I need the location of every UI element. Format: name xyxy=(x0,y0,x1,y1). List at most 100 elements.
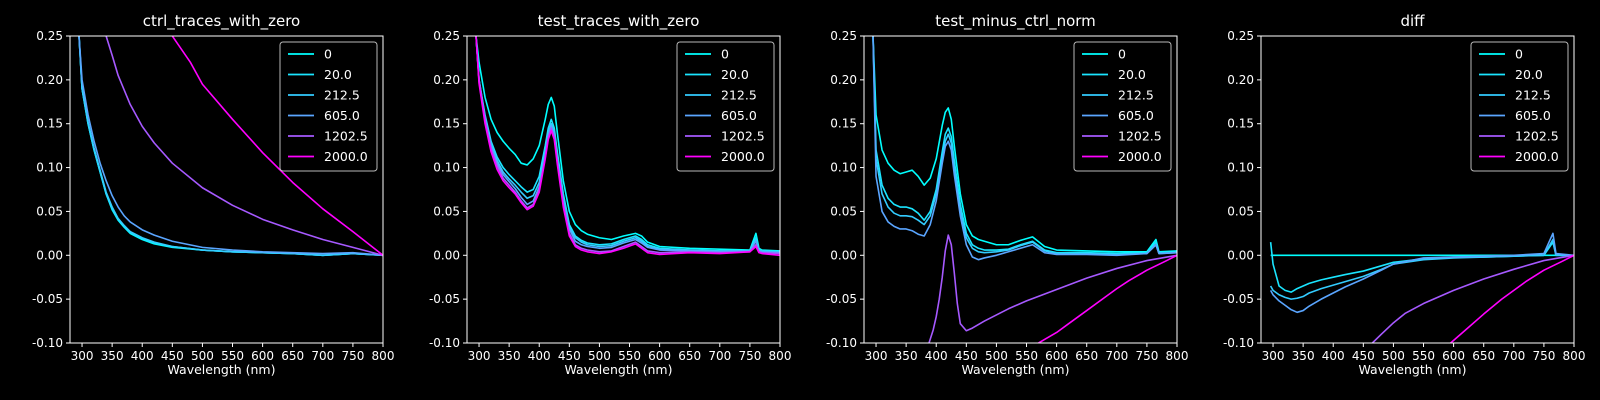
legend-entry: 2000.0 xyxy=(324,149,368,164)
x-tick-label: 450 xyxy=(558,349,581,363)
x-axis-label: Wavelength (nm) xyxy=(168,362,276,377)
x-tick-label: 650 xyxy=(1472,349,1495,363)
y-tick-label: 0.15 xyxy=(1227,117,1254,131)
y-tick-label: 0.10 xyxy=(1227,161,1254,175)
series-line-1202.5 xyxy=(105,36,383,257)
x-axis-label: Wavelength (nm) xyxy=(565,362,673,377)
y-tick-label: 0.20 xyxy=(36,73,63,87)
y-tick-label: 0.25 xyxy=(830,29,857,43)
y-tick-label: 0.00 xyxy=(433,248,460,262)
series-line-2000.0 xyxy=(475,36,780,257)
x-tick-label: 750 xyxy=(738,349,761,363)
x-tick-label: 750 xyxy=(341,349,364,363)
x-tick-label: 650 xyxy=(1075,349,1098,363)
x-tick-label: 350 xyxy=(1292,349,1315,363)
chart-title: ctrl_traces_with_zero xyxy=(143,12,300,31)
x-tick-label: 300 xyxy=(1262,349,1285,363)
legend-entry: 212.5 xyxy=(1118,88,1154,103)
plot-area-3: 300 350 400 450 500 550 600 650 700 750 800 -0.10 -0… xyxy=(826,29,1189,363)
series-line-605.0 xyxy=(1269,232,1574,314)
x-tick-label: 600 xyxy=(1442,349,1465,363)
series-lines xyxy=(1269,232,1574,343)
axes-frame xyxy=(1260,35,1575,344)
x-tick-label: 650 xyxy=(678,349,701,363)
legend-entry: 20.0 xyxy=(1515,67,1543,82)
y-tick-label: -0.10 xyxy=(429,336,460,350)
y-tick-label: 0.05 xyxy=(36,204,63,218)
x-tick-label: 550 xyxy=(221,349,244,363)
x-tick-label: 750 xyxy=(1532,349,1555,363)
legend-entry: 20.0 xyxy=(1118,67,1146,82)
legend-entry: 605.0 xyxy=(1515,108,1551,123)
series-lines xyxy=(78,36,383,257)
legend-entry: 0 xyxy=(721,47,729,62)
series-line-0 xyxy=(475,36,780,252)
x-tick-label: 800 xyxy=(769,349,792,363)
x-tick-label: 750 xyxy=(1135,349,1158,363)
legend-entry: 212.5 xyxy=(1515,88,1551,103)
y-tick-label: -0.05 xyxy=(32,292,63,306)
chart-title: diff xyxy=(1400,12,1425,30)
y-tick-label: 0.15 xyxy=(36,117,63,131)
x-tick-label: 550 xyxy=(1412,349,1435,363)
x-tick-label: 650 xyxy=(281,349,304,363)
x-tick-label: 500 xyxy=(1382,349,1405,363)
series-lines xyxy=(475,36,780,257)
y-tick-label: 0.20 xyxy=(433,73,460,87)
series-line-2000.0 xyxy=(171,36,383,256)
y-tick-label: 0.25 xyxy=(433,29,460,43)
legend-entry: 20.0 xyxy=(721,67,749,82)
series-line-212.5 xyxy=(872,36,1177,256)
y-tick-label: 0.00 xyxy=(36,248,63,262)
y-tick-label: 0.15 xyxy=(830,117,857,131)
y-tick-label: -0.10 xyxy=(826,336,857,350)
legend-entry: 605.0 xyxy=(721,108,757,123)
y-tick-label: 0.15 xyxy=(433,117,460,131)
y-tick-label: -0.05 xyxy=(826,292,857,306)
plot-area-1: 300 350 400 450 500 550 600 650 700 750 800 -0.10 -0… xyxy=(32,29,395,363)
legend-entry: 605.0 xyxy=(1118,108,1154,123)
legend-entry: 0 xyxy=(1118,47,1126,62)
legend-entry: 20.0 xyxy=(324,67,352,82)
legend-entry: 1202.5 xyxy=(1118,129,1162,144)
legend: 0 20.0 212.5 605.0 1202.5 2000.0 xyxy=(676,41,775,172)
series-line-2000.0 xyxy=(1038,254,1177,343)
series-lines xyxy=(872,36,1177,343)
x-tick-label: 300 xyxy=(468,349,491,363)
x-tick-label: 500 xyxy=(588,349,611,363)
x-tick-label: 300 xyxy=(865,349,888,363)
x-tick-label: 600 xyxy=(1045,349,1068,363)
series-line-1202.5 xyxy=(1371,254,1574,343)
y-tick-label: -0.10 xyxy=(32,336,63,350)
x-tick-label: 450 xyxy=(1352,349,1375,363)
y-tick-label: 0.00 xyxy=(1227,248,1254,262)
x-axis-label: Wavelength (nm) xyxy=(962,362,1070,377)
x-tick-label: 700 xyxy=(708,349,731,363)
series-line-212.5 xyxy=(78,36,383,257)
x-tick-label: 700 xyxy=(1105,349,1128,363)
plot-area-4: 300 350 400 450 500 550 600 650 700 750 800 -0.10 -0… xyxy=(1223,29,1586,363)
y-tick-label: -0.05 xyxy=(429,292,460,306)
chart-panel-1: ctrl_traces_with_zero Wavelength (nm) xyxy=(143,12,300,377)
chart-panel-4: diff Wavelength (nm) xyxy=(1359,12,1467,377)
legend-entry: 1202.5 xyxy=(721,129,765,144)
series-line-605.0 xyxy=(872,36,1177,261)
x-tick-label: 350 xyxy=(895,349,918,363)
legend-entry: 212.5 xyxy=(721,88,757,103)
legend-entry: 0 xyxy=(324,47,332,62)
x-tick-label: 400 xyxy=(1322,349,1345,363)
x-tick-label: 400 xyxy=(528,349,551,363)
x-axis-label: Wavelength (nm) xyxy=(1359,362,1467,377)
x-tick-label: 500 xyxy=(985,349,1008,363)
series-line-2000.0 xyxy=(1450,254,1574,343)
y-tick-label: 0.10 xyxy=(433,161,460,175)
x-tick-label: 600 xyxy=(648,349,671,363)
x-tick-label: 450 xyxy=(955,349,978,363)
legend: 0 20.0 212.5 605.0 1202.5 2000.0 xyxy=(1470,41,1569,172)
x-tick-label: 350 xyxy=(498,349,521,363)
axes-frame xyxy=(466,35,781,344)
chart-panel-2: test_traces_with_zero Wavelength (nm) xyxy=(538,12,700,377)
y-tick-label: 0.10 xyxy=(830,161,857,175)
